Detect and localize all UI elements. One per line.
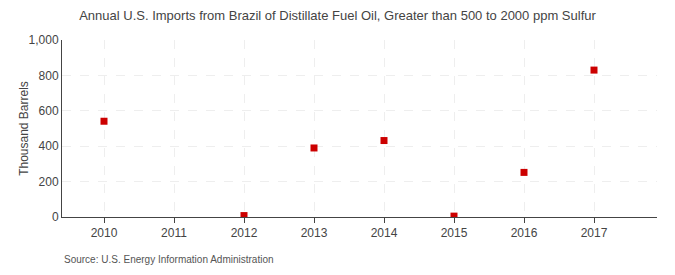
svg-text:2011: 2011 — [161, 226, 187, 240]
svg-text:Thousand Barrels: Thousand Barrels — [17, 81, 31, 176]
svg-text:2016: 2016 — [511, 226, 538, 240]
svg-text:2012: 2012 — [231, 226, 258, 240]
svg-text:600: 600 — [39, 104, 59, 118]
svg-text:2015: 2015 — [441, 226, 468, 240]
svg-text:2013: 2013 — [301, 226, 328, 240]
svg-text:0: 0 — [52, 210, 59, 224]
svg-text:Source: U.S. Energy Informatio: Source: U.S. Energy Information Administ… — [64, 254, 274, 265]
svg-text:2017: 2017 — [581, 226, 608, 240]
svg-text:2010: 2010 — [91, 226, 118, 240]
svg-text:400: 400 — [39, 139, 59, 153]
svg-text:800: 800 — [39, 69, 59, 83]
svg-text:2014: 2014 — [371, 226, 398, 240]
svg-text:1,000: 1,000 — [29, 33, 59, 47]
svg-text:Annual U.S. Imports from Brazi: Annual U.S. Imports from Brazil of Disti… — [79, 8, 596, 23]
svg-text:200: 200 — [39, 175, 59, 189]
